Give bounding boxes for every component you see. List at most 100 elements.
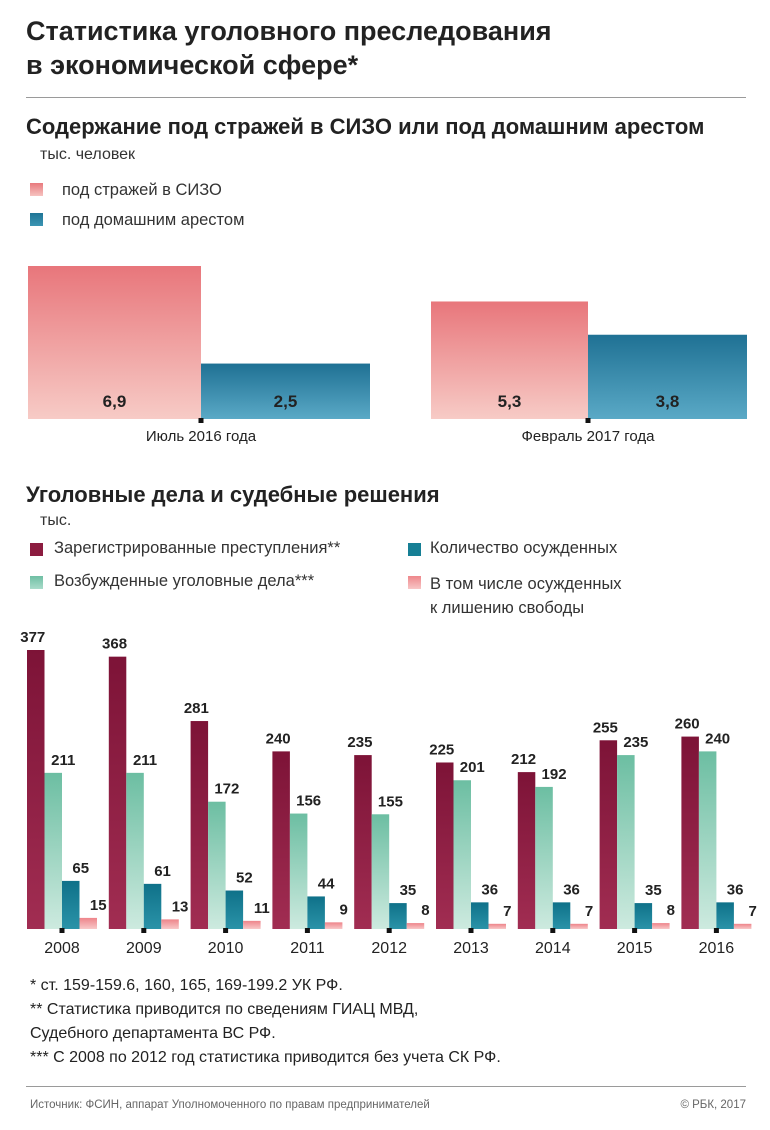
bar-imprisoned-2013	[488, 923, 506, 929]
year-label-2013: 2013	[453, 940, 489, 957]
category-label-0: Июль 2016 года	[146, 428, 257, 445]
axis-tick-0	[198, 418, 204, 423]
year-label-2012: 2012	[371, 940, 407, 957]
category-label-1: Февраль 2017 года	[522, 428, 656, 445]
bar-cases-2014	[535, 786, 553, 929]
chart1-title: Содержание под стражей в СИЗО или под до…	[26, 114, 705, 139]
bar-label-cases-2013: 201	[460, 759, 485, 776]
year-label-2009: 2009	[126, 940, 162, 957]
bar-label-registered-2013: 225	[429, 741, 454, 758]
bar-convicted-2013	[471, 902, 489, 929]
bar-convicted-2008	[62, 880, 80, 929]
bar-registered-2015	[599, 740, 618, 929]
bar-registered-2016	[681, 736, 699, 929]
bar-imprisoned-2009	[161, 919, 179, 929]
divider	[26, 97, 746, 98]
axis-tick-2011	[304, 928, 310, 933]
bar-label-imprisoned-2009: 13	[172, 898, 189, 915]
bar-cases-2009	[126, 772, 144, 929]
bar-label-registered-2016: 260	[675, 716, 700, 733]
bar-label-registered-2011: 240	[266, 730, 291, 747]
bar-convicted-2015	[634, 903, 653, 929]
bar-imprisoned-2010	[243, 920, 261, 929]
bar-label-cases-2011: 156	[296, 793, 321, 810]
year-label-2011: 2011	[290, 940, 325, 957]
axis-tick-2010	[223, 928, 229, 933]
legend-label-imprisoned-line2: к лишению свободы	[430, 599, 585, 617]
bar-label-convicted-2008: 65	[72, 860, 89, 877]
bar-label-custody-1: 5,3	[498, 392, 522, 411]
bar-cases-2011	[289, 813, 308, 929]
bar-label-imprisoned-2011: 9	[339, 901, 347, 918]
bar-label-cases-2008: 211	[51, 752, 75, 769]
bar-registered-2011	[272, 751, 290, 929]
bar-imprisoned-2016	[733, 923, 752, 929]
bar-convicted-2014	[552, 902, 571, 929]
bar-imprisoned-2012	[406, 923, 425, 929]
bar-registered-2010	[190, 721, 209, 929]
bar-cases-2008	[44, 772, 62, 929]
bar-house-arrest-1	[588, 334, 747, 419]
title-line-2: в экономической сфере*	[26, 50, 359, 80]
bar-imprisoned-2011	[324, 922, 343, 929]
footer-divider	[26, 1086, 746, 1087]
legend-label-imprisoned: В том числе осужденных к лишению свободы	[430, 572, 622, 620]
legend-swatch-cases	[30, 576, 43, 589]
bar-convicted-2009	[143, 883, 162, 929]
axis-tick-2016	[713, 928, 719, 933]
bar-label-cases-2010: 172	[214, 781, 239, 798]
bar-cases-2015	[617, 755, 635, 929]
bar-registered-2012	[354, 755, 372, 929]
year-label-2014: 2014	[535, 940, 571, 957]
bar-label-imprisoned-2012: 8	[421, 902, 429, 919]
bar-label-convicted-2009: 61	[154, 863, 171, 880]
legend-label-house-arrest: под домашним арестом	[62, 211, 245, 229]
axis-tick-2012	[386, 928, 392, 933]
bar-custody-0	[28, 266, 201, 419]
bar-label-imprisoned-2008: 15	[90, 897, 107, 914]
source-text: Источник: ФСИН, аппарат Уполномоченного …	[30, 1099, 430, 1111]
bar-label-cases-2016: 240	[705, 730, 730, 747]
bar-label-imprisoned-2014: 7	[585, 903, 593, 920]
axis-tick-2015	[632, 928, 638, 933]
title-line-1: Статистика уголовного преследования	[26, 16, 552, 46]
chart1-unit: тыс. человек	[40, 146, 136, 163]
legend-label-convicted: Количество осужденных	[430, 539, 618, 557]
bar-label-convicted-2014: 36	[563, 881, 580, 898]
bar-registered-2013	[436, 762, 454, 929]
bar-registered-2009	[108, 656, 127, 929]
bar-cases-2013	[453, 780, 471, 929]
legend-swatch-house-arrest	[30, 213, 43, 226]
bar-convicted-2016	[716, 902, 734, 929]
bar-label-registered-2014: 212	[511, 751, 536, 768]
legend-label-cases: Возбужденные уголовные дела***	[54, 572, 315, 590]
page-title: Статистика уголовного преследования в эк…	[26, 14, 746, 82]
axis-tick-2014	[550, 928, 556, 933]
bar-registered-2014	[517, 772, 536, 929]
year-label-2015: 2015	[617, 940, 653, 957]
chart2-unit: тыс.	[40, 512, 72, 529]
legend-swatch-imprisoned	[408, 576, 421, 589]
bar-imprisoned-2015	[652, 923, 670, 929]
axis-tick-1	[585, 418, 591, 423]
legend-swatch-registered	[30, 543, 43, 556]
bar-label-convicted-2016: 36	[727, 881, 744, 898]
bar-label-cases-2012: 155	[378, 793, 403, 810]
bar-registered-2008	[27, 650, 45, 929]
bar-label-custody-0: 6,9	[103, 392, 127, 411]
axis-tick-2009	[141, 928, 147, 933]
year-label-2016: 2016	[699, 940, 735, 957]
bar-house-arrest-0	[201, 363, 370, 419]
footnote-1: * ст. 159-159.6, 160, 165, 169-199.2 УК …	[30, 977, 343, 994]
legend-swatch-convicted	[408, 543, 421, 556]
bar-label-convicted-2013: 36	[481, 881, 498, 898]
bar-convicted-2011	[307, 896, 325, 929]
axis-tick-2013	[468, 928, 474, 933]
chart2-title: Уголовные дела и судебные решения	[26, 482, 440, 507]
bar-label-registered-2009: 368	[102, 636, 127, 653]
bar-label-registered-2012: 235	[347, 734, 372, 751]
year-label-2010: 2010	[208, 940, 244, 957]
axis-tick-2008	[59, 928, 65, 933]
bar-convicted-2010	[225, 890, 244, 929]
